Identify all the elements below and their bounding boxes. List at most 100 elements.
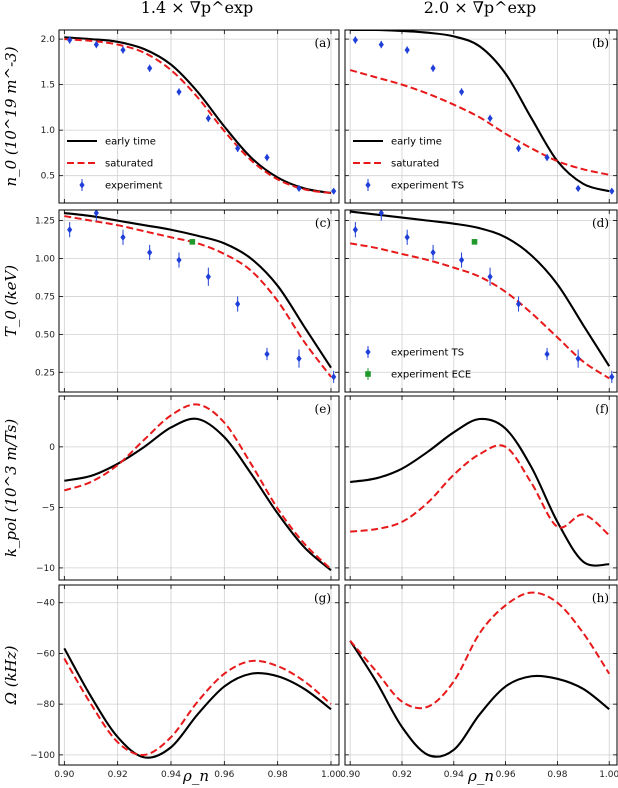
y-axis-label: k_pol (10^3 m/Ts) [2,419,20,557]
plot-area [349,30,615,195]
x-tick-label: 0.94 [444,770,464,780]
x-tick-label: 0.98 [268,770,288,780]
ts-data-point [487,114,493,122]
legend-entry-label: saturated [105,159,153,170]
y-tick-label: 1.00 [35,255,55,265]
early-time-series-line [64,417,332,572]
ts-data-point [296,184,302,193]
ts-data-point [176,88,182,96]
x-tick-label: 0.94 [161,770,181,780]
axes-frame [344,584,618,766]
early-time-series-line [350,30,610,193]
early-time-series-line [63,647,332,759]
panels-group: 0.5 1.0 1.5 2.0 (a) n_0 (10^19 m^-3) early tim… [2,29,618,780]
saturated-series-line [64,38,332,194]
y-axis-label: n_0 (10^19 m^-3) [2,46,20,186]
ts-data-point [235,144,241,152]
panel-label: (d) [592,216,609,230]
legend-marker-ts [365,181,371,189]
ts-data-point [93,210,99,217]
x-tick-label: 0.92 [108,770,128,780]
legend-entry-label: experiment TS [391,181,464,192]
panel-d: (d) experiment TS experiment ECE [344,209,618,393]
axes-frame [58,395,340,581]
ts-data-point [67,226,73,234]
axes-frame [344,29,618,204]
ts-data-point [404,233,410,241]
ts-data-point [147,248,153,257]
legend-marker-ts [365,348,371,356]
ts-data-point [378,40,384,49]
axes-frame [58,29,340,204]
saturated-series-line [349,69,610,176]
ts-data-point [205,273,211,281]
panel-label: (h) [592,591,609,605]
y-tick-label: −10 [36,564,55,574]
ts-data-point [575,355,581,363]
y-tick-label: 0.75 [35,292,55,302]
x-axis-label-right: ρ_n [467,767,494,785]
x-tick-label: 0.98 [547,770,567,780]
panel-a: 0.5 1.0 1.5 2.0 (a) n_0 (10^19 m^-3) early tim… [2,29,340,204]
legend-marker-ece [365,371,371,377]
y-tick-label: 1.0 [41,126,56,136]
saturated-series-line [63,658,332,756]
x-tick-label: 0.92 [392,770,412,780]
panel-label: (b) [592,36,609,50]
y-tick-label: 2.0 [41,35,56,45]
y-tick-label: −100 [30,751,55,761]
y-tick-label: 0.25 [35,368,55,378]
early-time-series-line [64,36,332,195]
ts-data-point [352,226,358,234]
y-tick-label: −5 [42,503,55,513]
panel-b: (b) early time saturated experiment TS [344,29,618,204]
panel-h: 0.90 0.92 0.94 0.96 0.98 1.00 (h) [340,584,618,780]
saturated-series-line [64,403,332,570]
panel-label: (a) [314,36,331,50]
ts-data-point [205,114,211,122]
early-time-series-line [350,417,610,567]
ts-data-point [430,248,436,257]
ece-data-point [471,239,478,245]
ts-data-point [93,40,99,49]
ts-data-point [147,64,153,72]
ts-data-point [331,373,337,381]
plot-area [349,591,611,758]
ece-data-point [189,239,196,245]
x-tick-label: 1.00 [599,770,618,780]
ts-data-point [487,273,493,281]
plot-area [63,647,332,759]
legend-entry-label: saturated [391,159,439,170]
legend-entry-label: experiment TS [391,348,464,359]
ts-data-point [264,153,270,162]
ts-data-point [458,88,465,96]
ts-data-point [352,36,358,44]
y-axis-label: T_0 (keV) [2,265,20,337]
panel-f: (f) [344,395,618,581]
x-tick-label: 0.96 [496,770,516,780]
panel-label: (c) [315,216,331,230]
ts-data-point [609,187,615,195]
panel-label: (f) [595,402,609,416]
ts-data-point [120,233,126,241]
ts-data-point [430,64,436,72]
ts-data-point [458,256,465,264]
ts-data-point [296,355,302,363]
x-axis-label-left: ρ_n [182,767,209,785]
axes-frame [58,209,340,393]
axes-frame [344,209,618,393]
y-tick-label: 1.5 [41,81,55,91]
y-axis-label: Ω (kHz) [2,645,20,705]
column-title-left: 1.4 × ∇p^exp [141,0,254,17]
ts-data-point [544,350,550,358]
legend-entry-label: experiment [105,181,163,192]
y-tick-label: 1.25 [35,217,55,227]
panel-label: (e) [315,402,331,416]
y-tick-label: 0 [49,443,55,453]
panel-e: −10 −5 0 (e) k_pol (10^3 m/Ts) [2,395,340,581]
axes-frame [344,395,618,581]
x-tick-label: 0.96 [214,770,234,780]
ts-data-point [378,210,384,217]
plot-area [350,210,615,383]
saturated-series-line [64,215,332,378]
